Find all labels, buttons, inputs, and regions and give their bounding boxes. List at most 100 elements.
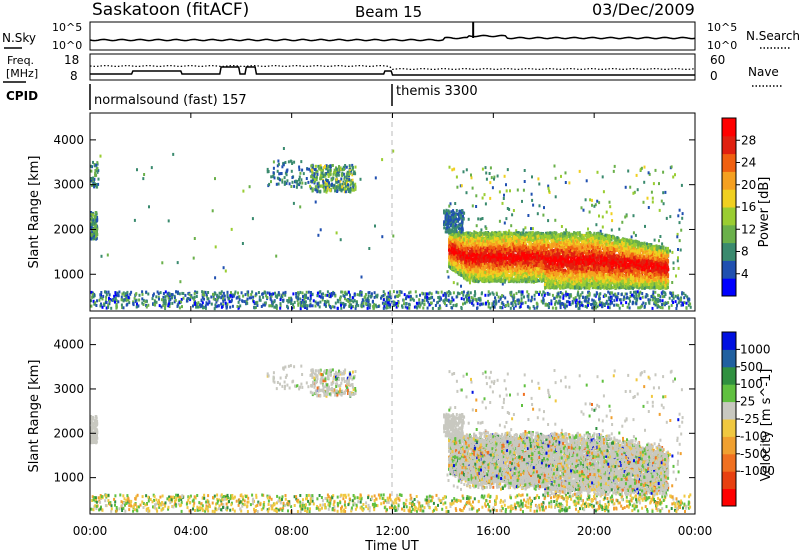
- power-cell: [415, 294, 418, 298]
- power-cell: [488, 172, 491, 175]
- power-cell: [196, 290, 199, 294]
- power-cell: [335, 177, 338, 181]
- power-cell: [474, 292, 477, 296]
- power-cell: [554, 301, 557, 305]
- power-cell: [513, 293, 515, 297]
- power-cell: [498, 190, 501, 194]
- power-cell: [114, 291, 117, 295]
- power-cell: [424, 292, 427, 296]
- power-cell: [685, 306, 688, 310]
- power-cell: [100, 291, 103, 294]
- power-cell: [520, 293, 523, 297]
- power-cell: [336, 189, 339, 193]
- power-cell: [431, 306, 434, 310]
- power-cell: [162, 292, 165, 295]
- power-cell: [141, 301, 144, 305]
- noise-right-label: N.Search: [746, 29, 800, 43]
- power-cell: [650, 295, 653, 298]
- power-cell: [481, 167, 484, 171]
- power-cell: [635, 295, 638, 298]
- power-cell: [331, 305, 334, 309]
- power-cell: [389, 305, 392, 309]
- power-cell: [468, 298, 471, 302]
- power-cell: [214, 245, 217, 249]
- power-cell: [398, 290, 401, 294]
- power-cell: [460, 297, 463, 301]
- power-cell: [94, 169, 97, 172]
- power-cell: [319, 184, 322, 188]
- power-cell: [335, 231, 338, 235]
- power-cell: [387, 291, 390, 295]
- power-cell: [444, 302, 446, 306]
- power-cell: [154, 303, 157, 307]
- power-cell: [492, 292, 495, 296]
- power-cell: [215, 305, 218, 309]
- power-cell: [657, 299, 660, 303]
- power-cell: [342, 180, 345, 184]
- power-cell: [651, 306, 654, 310]
- power-cell: [268, 304, 271, 308]
- power-cell: [195, 295, 198, 298]
- power-cell: [300, 160, 303, 164]
- power-cell: [662, 202, 665, 206]
- power-cell: [93, 218, 96, 222]
- power-cell: [337, 184, 340, 188]
- power-cell: [279, 306, 282, 310]
- power-cell: [657, 305, 660, 308]
- power-cell: [578, 296, 581, 300]
- power-cell: [366, 297, 369, 301]
- power-cell: [309, 184, 312, 188]
- power-cell: [484, 166, 487, 170]
- power-cell: [118, 290, 121, 294]
- power-cell: [387, 295, 390, 299]
- power-cell: [423, 299, 426, 303]
- power-cell: [330, 183, 333, 187]
- power-cell: [354, 185, 357, 189]
- power-cell: [638, 306, 641, 310]
- power-cell: [494, 302, 497, 306]
- power-cell: [661, 306, 664, 310]
- power-cell: [348, 164, 351, 168]
- power-cell: [630, 235, 633, 239]
- power-cell: [175, 290, 178, 294]
- power-cell: [411, 297, 414, 301]
- power-cell: [663, 294, 666, 298]
- power-cell: [259, 298, 262, 302]
- power-cell: [533, 293, 536, 297]
- power-cell: [447, 294, 450, 298]
- power-cell: [189, 298, 192, 302]
- power-cell: [239, 304, 242, 308]
- power-cell: [654, 168, 657, 172]
- power-cell: [350, 306, 353, 310]
- power-cell: [570, 294, 573, 298]
- noise-left-tick-bottom: 10^0: [52, 39, 82, 52]
- power-cell: [634, 233, 637, 237]
- power-cell: [527, 305, 530, 309]
- power-cell: [394, 301, 397, 305]
- power-cell: [584, 298, 587, 302]
- power-cell: [493, 177, 495, 181]
- power-cell: [279, 172, 282, 176]
- power-cell: [635, 302, 638, 306]
- power-cell: [314, 185, 317, 189]
- power-cell: [245, 299, 248, 303]
- power-cell: [141, 297, 144, 301]
- power-cell: [485, 171, 488, 175]
- power-cell: [678, 221, 681, 225]
- power-cell: [270, 294, 273, 298]
- power-cell: [275, 307, 278, 310]
- power-cell: [197, 301, 200, 305]
- power-cell: [193, 237, 196, 240]
- power-cell: [607, 290, 610, 294]
- power-cell: [453, 167, 456, 171]
- power-cell: [616, 296, 619, 300]
- power-cell: [505, 183, 507, 187]
- power-cell: [324, 183, 327, 187]
- power-cell: [136, 168, 138, 172]
- power-cell: [510, 290, 513, 294]
- power-cell: [162, 295, 165, 299]
- power-cell: [299, 181, 301, 185]
- power-cell: [138, 293, 141, 297]
- power-cell: [275, 304, 278, 308]
- power-cell: [251, 217, 254, 221]
